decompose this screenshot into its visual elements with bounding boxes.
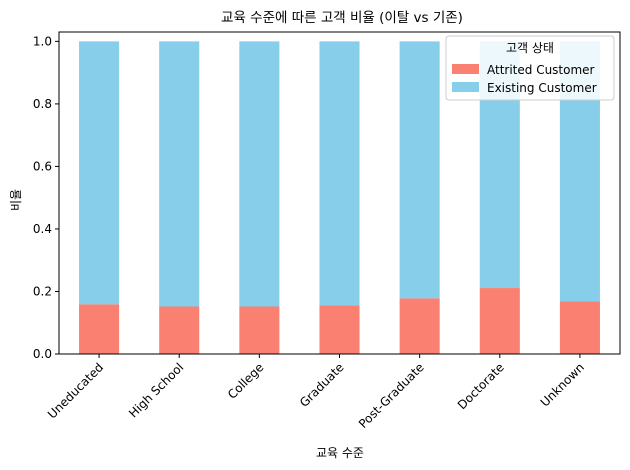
chart-title: 교육 수준에 따른 고객 비율 (이탈 vs 기존) — [221, 10, 463, 26]
y-tick-label: 0.4 — [33, 222, 52, 236]
x-tick-label: Doctorate — [455, 360, 507, 412]
bar-existing-2 — [239, 41, 280, 307]
y-tick-label: 0.6 — [33, 159, 52, 173]
bar-existing-4 — [399, 41, 440, 299]
bar-attrited-5 — [479, 288, 520, 354]
legend-title: 고객 상태 — [506, 41, 554, 55]
bar-attrited-0 — [79, 304, 120, 354]
x-tick-label: College — [225, 360, 267, 402]
bar-attrited-2 — [239, 306, 280, 354]
y-tick-label: 0.0 — [33, 347, 52, 361]
legend-frame — [445, 35, 615, 101]
bar-existing-0 — [79, 41, 120, 305]
x-tick-label: Post-Graduate — [356, 360, 427, 431]
bar-existing-3 — [319, 41, 360, 306]
legend-label: Attrited Customer — [487, 63, 595, 77]
x-tick-label: Graduate — [297, 360, 347, 410]
y-tick-label: 1.0 — [33, 34, 52, 48]
x-tick-label: Unknown — [538, 360, 587, 409]
bar-attrited-1 — [159, 306, 200, 354]
y-axis-title: 비율 — [9, 189, 23, 211]
legend-swatch — [452, 64, 479, 74]
bar-attrited-4 — [399, 298, 440, 354]
x-tick-label: Uneducated — [45, 360, 106, 421]
legend-swatch — [452, 82, 479, 92]
legend: 고객 상태 Attrited Customer Existing Customer — [445, 35, 615, 101]
bar-attrited-6 — [559, 301, 600, 354]
x-tick-label: High School — [126, 360, 186, 420]
legend-label: Existing Customer — [487, 81, 597, 95]
bar-attrited-3 — [319, 305, 360, 354]
y-tick-label: 0.8 — [33, 97, 52, 111]
y-tick-label: 0.2 — [33, 284, 52, 298]
bar-existing-1 — [159, 41, 200, 307]
x-axis-title: 교육 수준 — [316, 446, 364, 460]
bars-layer — [79, 41, 600, 354]
